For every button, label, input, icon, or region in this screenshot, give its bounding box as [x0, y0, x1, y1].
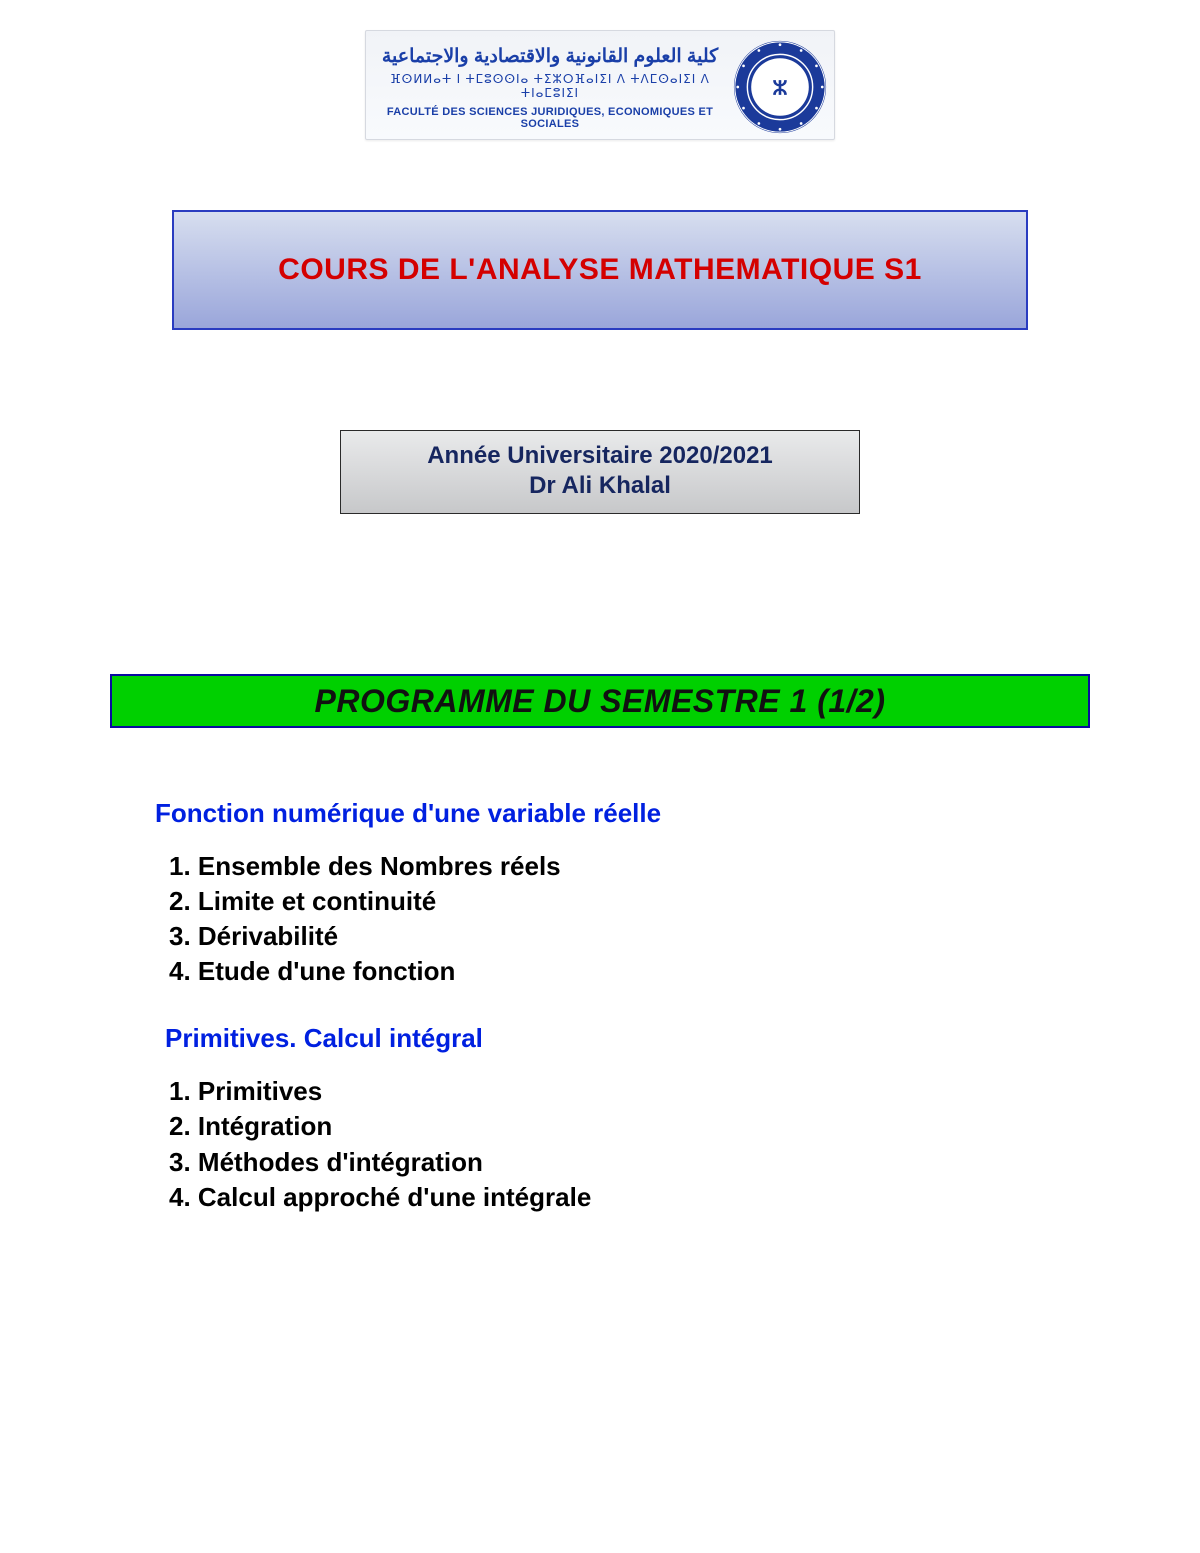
programme-heading: PROGRAMME DU SEMESTRE 1 (1/2) — [314, 683, 885, 720]
academic-year: Année Universitaire 2020/2021 — [349, 441, 851, 471]
document-page: كلية العلوم القانونية والاقتصادية والاجت… — [0, 30, 1200, 1215]
course-title-banner: COURS DE L'ANALYSE MATHEMATIQUE S1 — [172, 210, 1028, 330]
faculty-name-tifinagh: ⴼⵙⵍⵍⴰⵜ ⵏ ⵜⵎⵓⵙⵙⵏⴰ ⵜⵉⵣⵔⴼⴰⵏⵉⵏ ⴷ ⵜⴷⵎⵙⴰⵏⵉⵏ ⴷ … — [376, 72, 724, 100]
programme-slide: PROGRAMME DU SEMESTRE 1 (1/2) Fonction n… — [0, 674, 1200, 1215]
list-item: 1. Primitives — [169, 1074, 1055, 1109]
programme-heading-bar: PROGRAMME DU SEMESTRE 1 (1/2) — [110, 674, 1090, 728]
section1-title: Fonction numérique d'une variable réelle — [155, 798, 1055, 829]
author-name: Dr Ali Khalal — [349, 471, 851, 501]
list-item: 4. Etude d'une fonction — [169, 954, 1055, 989]
faculty-name-arabic: كلية العلوم القانونية والاقتصادية والاجت… — [376, 45, 724, 68]
section1-list: 1. Ensemble des Nombres réels 2. Limite … — [155, 849, 1055, 989]
course-title: COURS DE L'ANALYSE MATHEMATIQUE S1 — [278, 253, 922, 287]
list-item: 2. Limite et continuité — [169, 884, 1055, 919]
faculty-text-stack: كلية العلوم القانونية والاقتصادية والاجت… — [376, 45, 724, 130]
subtitle-box: Année Universitaire 2020/2021 Dr Ali Kha… — [340, 430, 860, 514]
list-item: 1. Ensemble des Nombres réels — [169, 849, 1055, 884]
list-item: 3. Dérivabilité — [169, 919, 1055, 954]
list-item: 4. Calcul approché d'une intégrale — [169, 1180, 1055, 1215]
section2-list: 1. Primitives 2. Intégration 3. Méthodes… — [155, 1074, 1055, 1214]
faculty-header: كلية العلوم القانونية والاقتصادية والاجت… — [365, 30, 835, 140]
faculty-name-french: FACULTÉ DES SCIENCES JURIDIQUES, ECONOMI… — [376, 106, 724, 130]
list-item: 2. Intégration — [169, 1109, 1055, 1144]
svg-text:ⵣ: ⵣ — [772, 79, 787, 100]
section2-title: Primitives. Calcul intégral — [165, 1023, 1055, 1054]
list-item: 3. Méthodes d'intégration — [169, 1145, 1055, 1180]
programme-content: Fonction numérique d'une variable réelle… — [155, 798, 1055, 1215]
university-seal-icon: ⵣ — [732, 39, 828, 135]
